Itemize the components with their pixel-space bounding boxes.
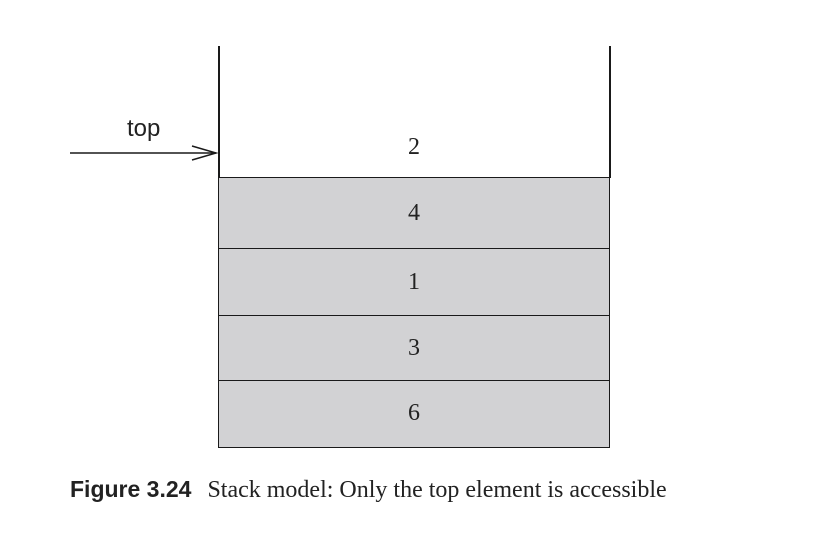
stack-body: 4 1 3 6 xyxy=(218,177,610,448)
figure-caption-text: Stack model: Only the top element is acc… xyxy=(207,477,667,503)
stack-right-wall xyxy=(609,46,611,178)
stack-cell: 3 xyxy=(219,315,609,380)
stack-cell: 4 xyxy=(408,199,420,226)
stack-cell: 1 xyxy=(219,248,609,315)
stack-cell: 6 xyxy=(219,380,609,446)
stack-top-value: 2 xyxy=(408,134,420,160)
stack-left-wall xyxy=(218,46,220,178)
figure-caption: Figure 3.24 Stack model: Only the top ele… xyxy=(70,476,667,504)
figure-number: Figure 3.24 xyxy=(70,476,192,502)
top-pointer-label: top xyxy=(127,115,161,142)
